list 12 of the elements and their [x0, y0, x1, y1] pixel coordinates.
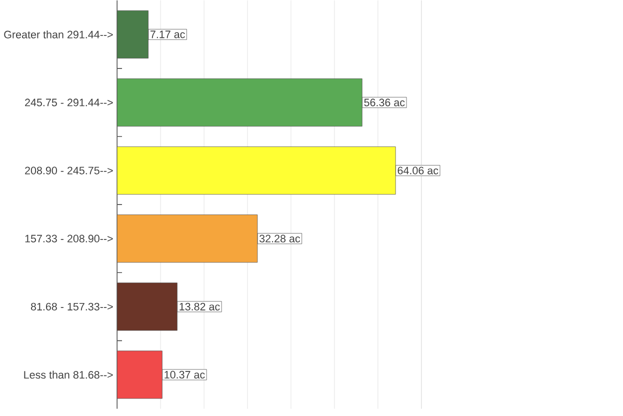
y-tick-label: 208.90 - 245.75-->	[25, 166, 113, 174]
data-label: 32.28 ac	[260, 234, 300, 242]
data-label: 13.82 ac	[180, 302, 220, 310]
data-label: 64.06 ac	[398, 166, 438, 174]
y-tick-label: 245.75 - 291.44-->	[25, 98, 113, 106]
data-label: 10.37 ac	[164, 370, 205, 378]
data-label: 7.17 ac	[150, 30, 185, 38]
y-tick-label: Greater than 291.44-->	[4, 30, 113, 38]
y-tick-label: Less than 81.68-->	[24, 370, 113, 379]
data-label: 56.36 ac	[364, 98, 405, 106]
y-tick-label: 157.33 - 208.90-->	[25, 234, 113, 242]
y-tick-label: 81.68 - 157.33-->	[30, 302, 113, 310]
